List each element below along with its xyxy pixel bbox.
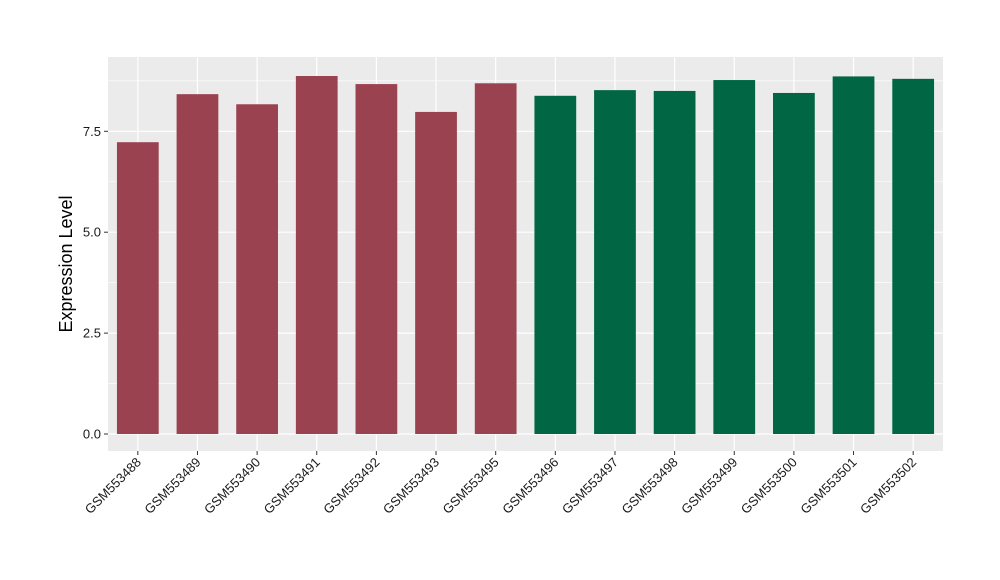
x-tick-label: GSM553502 xyxy=(857,455,919,517)
y-axis: 0.0 2.5 5.0 7.5 xyxy=(83,124,108,442)
y-axis-title: Expression Level xyxy=(56,195,76,332)
bar xyxy=(773,92,815,434)
x-axis: GSM553488GSM553489GSM553490GSM553491GSM5… xyxy=(82,451,919,517)
x-tick-label: GSM553492 xyxy=(320,455,382,517)
y-tick-label: 0.0 xyxy=(83,427,101,442)
x-tick-label: GSM553491 xyxy=(261,455,323,517)
x-tick-label: GSM553490 xyxy=(201,455,263,517)
y-tick-label: 5.0 xyxy=(83,225,101,240)
plot-panel xyxy=(108,57,943,451)
bar xyxy=(474,83,517,434)
bar xyxy=(534,95,577,434)
bar xyxy=(355,84,398,434)
x-tick-label: GSM553499 xyxy=(678,455,740,517)
x-tick-label: GSM553498 xyxy=(619,455,681,517)
bar xyxy=(594,90,636,434)
bar xyxy=(415,111,457,435)
bar xyxy=(295,76,338,434)
x-tick-label: GSM553495 xyxy=(440,455,502,517)
y-tick-label: 7.5 xyxy=(83,124,101,139)
bar xyxy=(176,94,219,435)
x-tick-label: GSM553497 xyxy=(559,455,621,517)
bars xyxy=(116,76,935,435)
bar xyxy=(832,76,875,434)
x-tick-label: GSM553489 xyxy=(141,455,203,517)
x-tick-label: GSM553493 xyxy=(380,455,442,517)
y-tick-label: 2.5 xyxy=(83,326,101,341)
bar xyxy=(116,142,159,434)
x-tick-label: GSM553488 xyxy=(82,455,144,517)
bar xyxy=(713,80,756,435)
x-tick-label: GSM553496 xyxy=(499,455,561,517)
bar xyxy=(653,90,696,434)
bar xyxy=(892,78,935,434)
x-tick-label: GSM553500 xyxy=(738,455,800,517)
bar xyxy=(236,104,278,435)
x-tick-label: GSM553501 xyxy=(797,455,859,517)
